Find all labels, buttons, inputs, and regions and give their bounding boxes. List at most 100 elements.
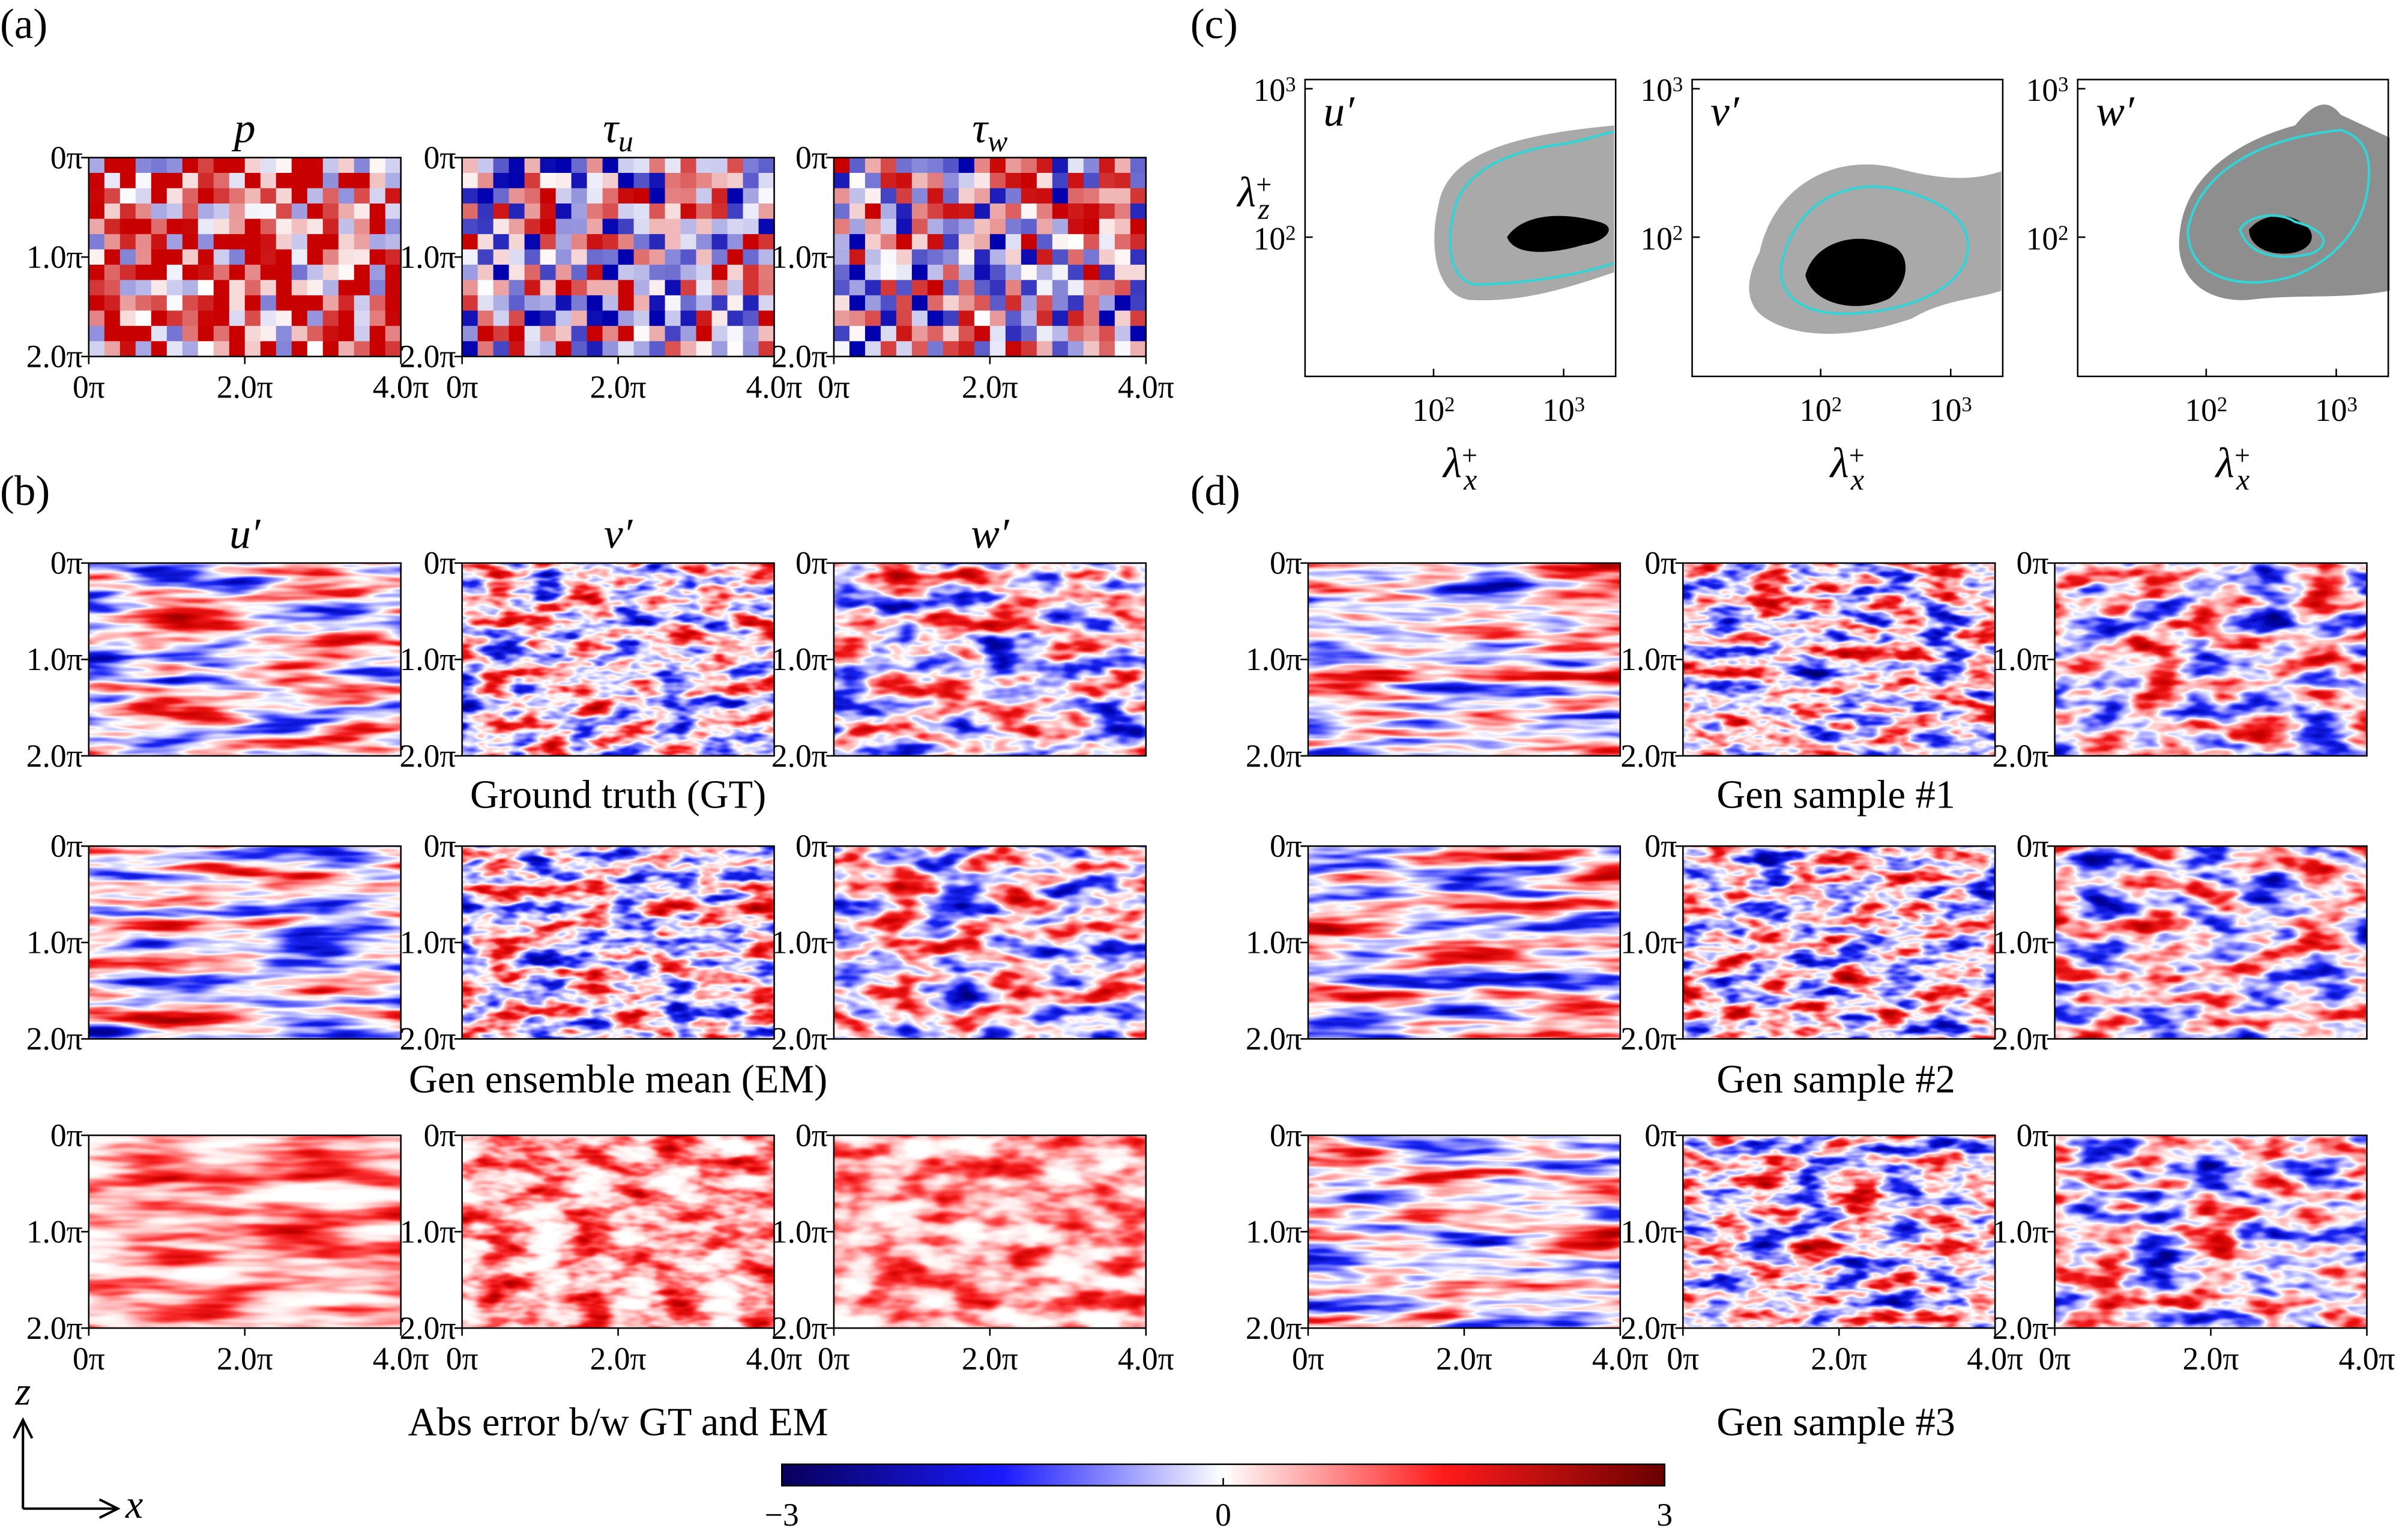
pixel (1021, 295, 1037, 312)
pixel (229, 188, 246, 204)
pixel (524, 219, 541, 235)
pixel (338, 280, 355, 296)
pixel (493, 325, 510, 342)
pixel (555, 203, 572, 220)
pixel (727, 157, 744, 174)
pixel (1083, 249, 1100, 265)
pixel (1021, 310, 1037, 327)
y-tick-label: 0π (2017, 545, 2049, 581)
row-caption: Abs error b/w GT and EM (408, 1400, 828, 1444)
pixel (369, 203, 386, 220)
pixel (540, 310, 557, 327)
pixel (182, 157, 199, 174)
pixel (1036, 264, 1053, 281)
pixel (571, 188, 588, 204)
pixel (276, 188, 292, 204)
y-tick-label: 0π (1270, 545, 1302, 581)
y-tick-label: 1.0π (1620, 1213, 1677, 1249)
y-tick-label-part: 10 (2026, 220, 2059, 256)
pixel (182, 295, 199, 312)
pixel (571, 341, 588, 357)
pixel (989, 310, 1006, 327)
pixel (1083, 157, 1100, 174)
pixel (260, 249, 277, 265)
pixel (849, 203, 866, 220)
pixel (508, 219, 525, 235)
pixel (260, 341, 277, 357)
pixel (493, 295, 510, 312)
pixel (198, 310, 214, 327)
pixel (958, 249, 975, 265)
pixel (696, 157, 713, 174)
field-image (2054, 1135, 2367, 1329)
pixel (540, 157, 557, 174)
pixel (1083, 325, 1100, 342)
pixel (743, 325, 759, 342)
pixel (571, 203, 588, 220)
pixel (758, 157, 775, 174)
pixel (927, 219, 944, 235)
pixel (1052, 264, 1069, 281)
spectrum-contour (1779, 185, 1969, 315)
pixel (1067, 249, 1084, 265)
pixel (618, 295, 635, 312)
pixel (1036, 341, 1053, 357)
pixel (911, 172, 928, 189)
y-tick-label-part: 10 (1254, 72, 1286, 108)
pixel (896, 188, 913, 204)
pixel (618, 234, 635, 250)
pixel (244, 280, 261, 296)
pixel (880, 280, 897, 296)
pixel (927, 172, 944, 189)
x-tick-label: 4.0π (746, 369, 803, 405)
pixel (758, 219, 775, 235)
pixel (1052, 188, 1069, 204)
pixel (213, 249, 230, 265)
y-tick-label-part: 10 (1640, 72, 1673, 108)
y-tick-label: 2.0π (1992, 1310, 2048, 1346)
pixel (943, 264, 959, 281)
pixel (958, 219, 975, 235)
pixel (1052, 172, 1069, 189)
pixel (665, 295, 681, 312)
pixel (213, 234, 230, 250)
pixel (896, 264, 913, 281)
pixel (385, 234, 402, 250)
pixel (880, 219, 897, 235)
pixel (338, 219, 355, 235)
pixel (758, 280, 775, 296)
pixel (276, 249, 292, 265)
pixel (833, 295, 850, 312)
x-tick-label: 2.0π (590, 1341, 647, 1377)
pixel (338, 203, 355, 220)
y-tick-label-part: 2 (2058, 222, 2068, 245)
x-tick-label-part: 3 (2347, 393, 2358, 416)
pixel (1005, 157, 1022, 174)
pixel (260, 264, 277, 281)
pixel (602, 341, 619, 357)
row-caption: Ground truth (GT) (470, 773, 766, 817)
x-tick-label: 4.0π (373, 369, 429, 405)
x-axis-label-part: x (1463, 462, 1477, 496)
pixel (508, 172, 525, 189)
y-tick-label: 2.0π (400, 1310, 456, 1346)
pixel (477, 280, 494, 296)
pixel (974, 295, 991, 312)
pixel (151, 157, 167, 174)
pixel (618, 203, 635, 220)
pixel (680, 264, 697, 281)
pixel (680, 219, 697, 235)
pixel (151, 203, 167, 220)
x-tick-label-part: 2 (1444, 393, 1455, 416)
pixel (989, 188, 1006, 204)
x-axis-label-part: λ (2215, 439, 2235, 487)
pixel (1099, 295, 1115, 312)
x-tick-label: 0π (818, 1341, 850, 1377)
pixel (880, 264, 897, 281)
pixel (276, 325, 292, 342)
pixel (338, 157, 355, 174)
pixel (338, 310, 355, 327)
pixel (649, 219, 666, 235)
pixel (696, 280, 713, 296)
pixel (833, 219, 850, 235)
